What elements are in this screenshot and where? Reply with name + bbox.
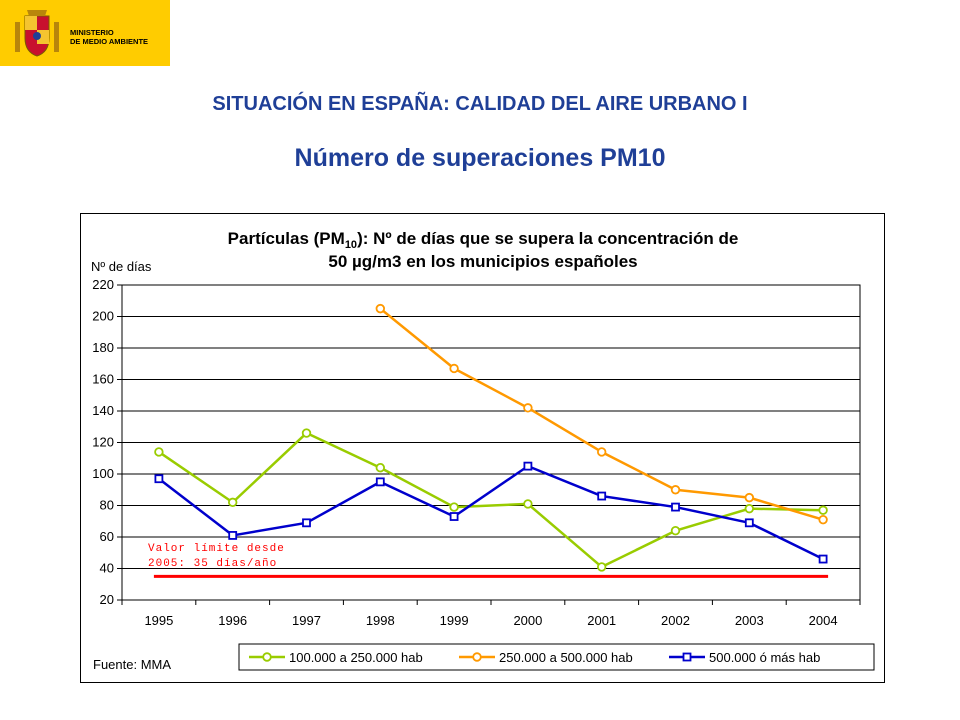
series-3-point: [597, 491, 607, 501]
x-tick-label: 1999: [440, 613, 469, 628]
ministry-name-line2: DE MEDIO AMBIENTE: [70, 37, 149, 46]
legend-label: 100.000 a 250.000 hab: [289, 650, 423, 665]
series-2-point: [670, 485, 681, 495]
y-tick-label: 20: [100, 592, 114, 607]
y-tick-label: 160: [92, 372, 114, 387]
series-1-point: [301, 428, 312, 438]
x-tick-label: 1997: [292, 613, 321, 628]
series-3-point: [375, 477, 385, 487]
series-2-point: [523, 403, 533, 413]
series-3-point: [154, 474, 164, 484]
series-3-point: [744, 518, 754, 528]
chart-frame: Partículas (PM10): Nº de días que se sup…: [80, 213, 885, 683]
series-3-point: [523, 461, 533, 471]
series-2-point: [375, 303, 385, 314]
series-2-point: [449, 363, 459, 374]
y-tick-label: 80: [100, 498, 114, 513]
series-2-point: [744, 492, 754, 503]
legend-swatch-marker: [262, 652, 272, 662]
series-3-point: [302, 518, 311, 528]
legend-swatch-marker: [472, 652, 482, 662]
x-tick-label: 2004: [809, 613, 838, 628]
series-1-point: [744, 503, 754, 514]
legend-swatch-marker: [682, 652, 692, 662]
x-tick-label: 2001: [587, 613, 616, 628]
series-1-point: [670, 526, 681, 536]
limit-label-line2: 2005: 35 días/año: [148, 558, 277, 570]
limit-label-line1: Valor límite desde: [148, 543, 285, 555]
ministry-name: MINISTERIO DE MEDIO AMBIENTE: [70, 28, 148, 46]
y-tick-label: 60: [100, 529, 114, 544]
series-1-point: [818, 505, 828, 515]
source-note: Fuente: MMA: [93, 657, 171, 672]
line-chart: Partículas (PM10): Nº de días que se sup…: [91, 229, 875, 672]
y-tick-label: 40: [100, 561, 114, 576]
series-1-point: [154, 447, 164, 457]
series-1-point: [375, 462, 385, 473]
y-tick-label: 140: [92, 403, 114, 418]
ministry-name-line1: MINISTERIO: [70, 28, 114, 37]
x-tick-label: 1998: [366, 613, 395, 628]
chart-title-line1: Partículas (PM10): Nº de días que se sup…: [228, 229, 739, 251]
x-tick-label: 2002: [661, 613, 690, 628]
series-3-point: [449, 512, 459, 521]
series-1-point: [449, 502, 459, 512]
y-tick-label: 180: [92, 340, 114, 355]
legend-label: 250.000 a 500.000 hab: [499, 650, 633, 665]
series-3-point: [818, 554, 828, 564]
x-tick-label: 1996: [218, 613, 247, 628]
series-3-line: [158, 464, 824, 561]
series-2-point: [818, 514, 828, 525]
y-tick-label: 220: [92, 277, 114, 292]
x-tick-label: 2003: [735, 613, 764, 628]
series-1-point: [597, 562, 607, 572]
series-2-line: [379, 307, 824, 521]
series-3-point: [228, 531, 238, 540]
x-tick-label: 1995: [144, 613, 173, 628]
series-1-point: [523, 499, 533, 509]
legend-box: [238, 643, 875, 671]
x-tick-label: 2000: [513, 613, 542, 628]
y-tick-label: 120: [92, 435, 114, 450]
series-1-line: [158, 431, 824, 569]
slide-subtitle: Número de superaciones PM10: [294, 144, 666, 172]
series-1-point: [227, 497, 238, 508]
series-2-point: [597, 447, 607, 457]
y-tick-label: 100: [92, 466, 114, 481]
y-axis-label: Nº de días: [91, 259, 152, 274]
y-tick-label: 200: [92, 309, 114, 324]
series-3-point: [671, 502, 680, 512]
coat-of-arms-icon: [15, 10, 59, 57]
chart-title-line2: 50 µg/m3 en los municipios españoles: [328, 252, 637, 271]
slide-title: SITUACIÓN EN ESPAÑA: CALIDAD DEL AIRE UR…: [212, 93, 748, 115]
ministry-logo-banner: MINISTERIO DE MEDIO AMBIENTE: [0, 0, 170, 66]
legend-label: 500.000 ó más hab: [709, 650, 820, 665]
